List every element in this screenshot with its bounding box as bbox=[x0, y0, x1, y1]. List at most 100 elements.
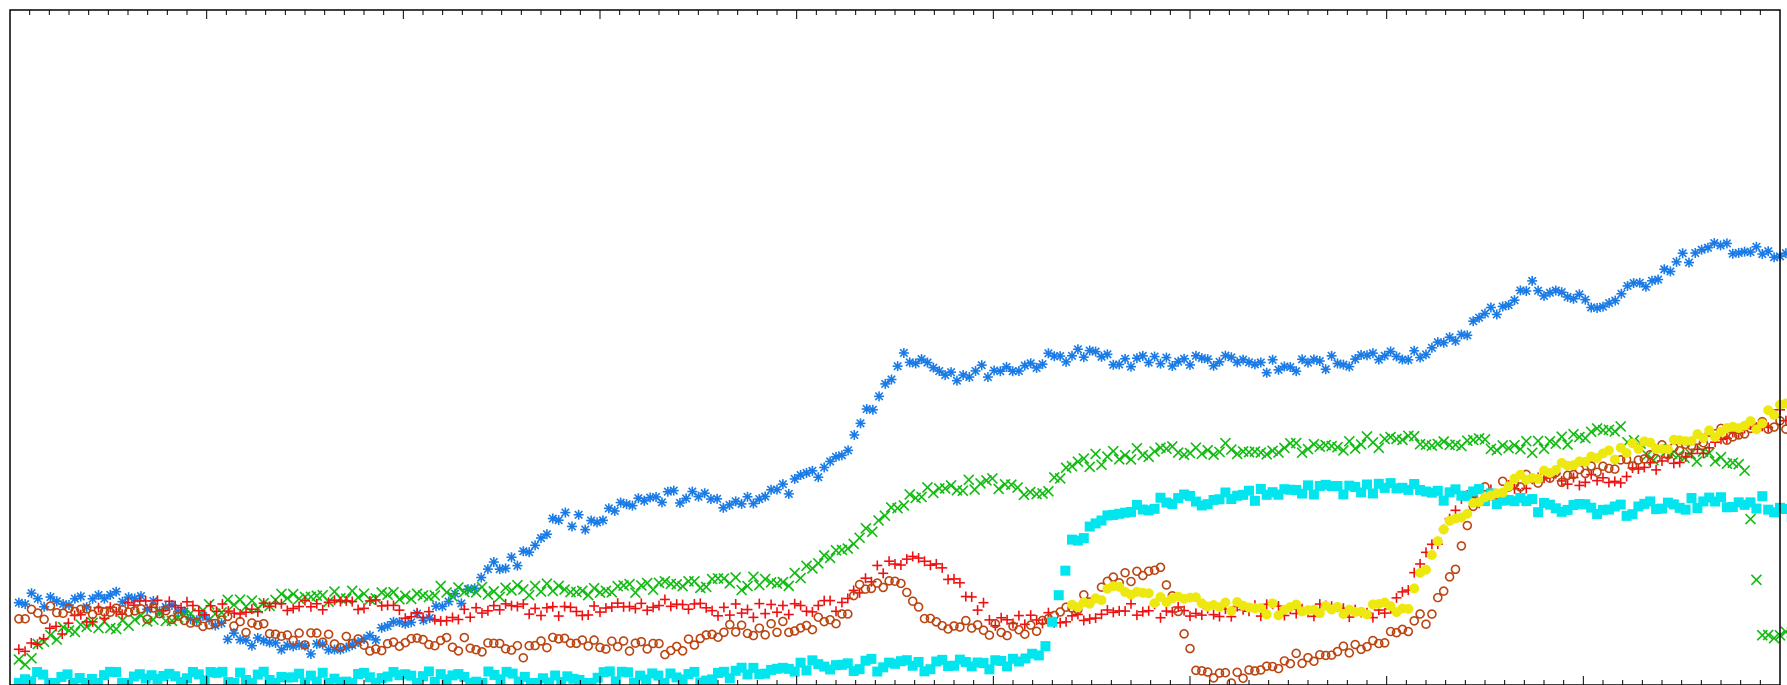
data-point-star bbox=[482, 564, 493, 575]
data-point-star bbox=[270, 637, 281, 648]
data-point-plus bbox=[783, 609, 794, 620]
data-point-square bbox=[1090, 518, 1101, 529]
data-point-square bbox=[13, 677, 24, 685]
data-point-star bbox=[1444, 332, 1455, 343]
data-point-star bbox=[99, 593, 110, 604]
data-point-x bbox=[957, 485, 969, 497]
data-point-star bbox=[506, 552, 517, 563]
data-point-star bbox=[813, 472, 824, 483]
data-point-square bbox=[19, 674, 30, 685]
data-point-square bbox=[158, 671, 169, 682]
data-point-square bbox=[1444, 487, 1455, 498]
data-point-circle bbox=[365, 646, 375, 656]
data-point-square bbox=[1698, 496, 1709, 507]
data-point-square bbox=[1598, 504, 1608, 515]
x-axis-ticks bbox=[29, 10, 1761, 685]
data-point-plus bbox=[895, 560, 906, 571]
data-point-circle bbox=[1108, 572, 1119, 582]
data-point-star bbox=[524, 547, 535, 558]
data-point-circle-filled bbox=[1438, 524, 1449, 535]
data-point-circle bbox=[766, 618, 776, 629]
data-point-square bbox=[1568, 500, 1579, 511]
data-point-square bbox=[1415, 484, 1426, 495]
data-point-star bbox=[573, 509, 584, 520]
data-point-plus bbox=[1137, 606, 1148, 617]
data-point-plus bbox=[807, 606, 818, 617]
data-point-circle bbox=[1562, 470, 1573, 481]
data-point-square bbox=[92, 678, 103, 685]
data-point-circle bbox=[813, 612, 824, 623]
data-point-circle bbox=[185, 618, 196, 628]
data-point-x bbox=[1208, 449, 1220, 461]
data-point-plus bbox=[848, 585, 859, 596]
data-point-circle bbox=[359, 640, 369, 650]
data-point-square bbox=[105, 666, 116, 677]
data-point-circle bbox=[376, 645, 387, 656]
data-point-circle bbox=[1031, 626, 1042, 637]
data-point-circle-filled bbox=[1645, 437, 1656, 448]
data-point-square bbox=[616, 666, 627, 677]
data-point-square bbox=[937, 654, 948, 665]
data-point-x bbox=[376, 586, 388, 599]
data-point-plus bbox=[1190, 608, 1201, 619]
data-point-square bbox=[842, 658, 853, 669]
data-point-square bbox=[949, 660, 959, 671]
data-point-star bbox=[1598, 301, 1608, 312]
data-point-square bbox=[465, 678, 476, 685]
data-point-circle bbox=[1297, 658, 1307, 669]
data-point-square bbox=[38, 669, 49, 680]
series-3 bbox=[13, 404, 1787, 657]
data-point-square bbox=[164, 668, 175, 679]
data-point-square bbox=[429, 676, 440, 685]
data-point-x bbox=[904, 488, 916, 501]
data-point-circle bbox=[854, 579, 865, 590]
data-point-square bbox=[996, 655, 1007, 666]
data-point-x bbox=[927, 487, 939, 499]
data-point-star bbox=[1574, 289, 1585, 300]
data-point-plus bbox=[718, 602, 729, 613]
data-point-square bbox=[1078, 533, 1089, 544]
data-point-x bbox=[1432, 438, 1444, 450]
data-point-star bbox=[1037, 359, 1048, 370]
data-point-square bbox=[622, 667, 633, 678]
data-point-square bbox=[641, 674, 652, 685]
data-point-plus bbox=[506, 600, 517, 611]
data-point-square bbox=[825, 664, 836, 675]
data-point-plus bbox=[205, 600, 216, 611]
data-point-circle bbox=[335, 642, 346, 653]
data-point-circle bbox=[1592, 467, 1602, 478]
data-point-square bbox=[1403, 484, 1414, 495]
data-point-square bbox=[489, 669, 500, 680]
data-point-square bbox=[1769, 507, 1780, 518]
data-point-square bbox=[1149, 503, 1160, 514]
data-point-square bbox=[276, 671, 287, 682]
data-point-square bbox=[146, 670, 157, 681]
data-point-x bbox=[800, 560, 813, 572]
data-point-star bbox=[874, 391, 885, 402]
data-point-square bbox=[288, 672, 299, 683]
data-point-plus bbox=[99, 613, 110, 624]
data-point-square bbox=[453, 669, 464, 680]
data-point-star bbox=[1285, 362, 1296, 373]
data-point-x bbox=[1538, 443, 1550, 455]
data-point-circle bbox=[483, 638, 493, 648]
data-point-star bbox=[736, 498, 747, 509]
data-point-circle bbox=[1220, 667, 1231, 678]
data-point-plus bbox=[1108, 607, 1119, 618]
data-point-plus bbox=[884, 556, 895, 567]
data-point-star bbox=[1320, 364, 1331, 375]
data-point-circle bbox=[583, 641, 594, 651]
data-point-star bbox=[855, 418, 866, 429]
data-point-square bbox=[854, 664, 865, 675]
data-point-star bbox=[1072, 344, 1083, 355]
data-point-star bbox=[1592, 303, 1603, 314]
data-point-plus bbox=[1025, 610, 1036, 621]
data-point-x bbox=[553, 580, 565, 592]
data-point-plus bbox=[1680, 451, 1691, 462]
data-point-x bbox=[1532, 435, 1544, 447]
data-point-square bbox=[960, 657, 971, 668]
data-point-x bbox=[1762, 629, 1774, 641]
data-point-star bbox=[886, 374, 897, 385]
data-point-x bbox=[635, 579, 647, 592]
data-point-square bbox=[1397, 482, 1408, 493]
